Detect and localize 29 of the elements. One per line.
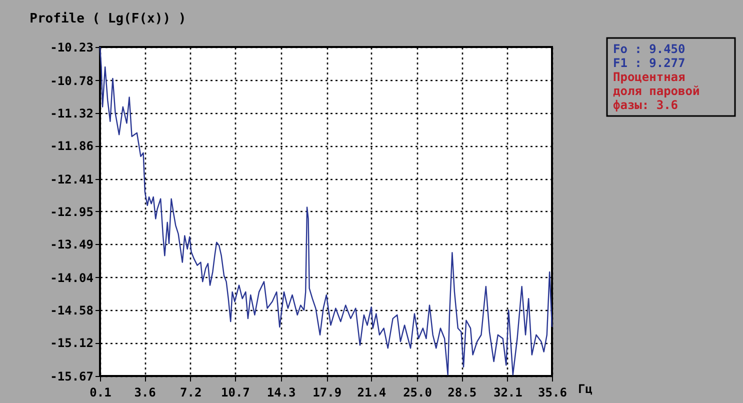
x-tick-label: 28.5 (448, 386, 477, 400)
x-tick-label: 21.4 (357, 386, 386, 400)
x-tick-label: 7.2 (180, 386, 202, 400)
chart-title: Profile ( Lg(F(x)) ) (30, 11, 186, 26)
y-tick-label: -15.12 (50, 336, 94, 350)
y-tick-label: -15.67 (50, 370, 94, 384)
x-tick-label: 0.1 (90, 386, 112, 400)
x-tick-label: 3.6 (134, 386, 156, 400)
text: Fo : 9.450 (613, 42, 686, 56)
text: F1 : 9.277 (613, 56, 686, 70)
text: доля паровой (613, 84, 700, 98)
text: Процентная (613, 70, 686, 84)
y-tick-label: -14.58 (50, 304, 94, 318)
y-tick-label: -14.04 (50, 270, 94, 285)
x-tick-label: 25.0 (403, 386, 432, 400)
y-tick-label: -12.41 (50, 172, 94, 186)
x-tick-label: 10.7 (221, 386, 250, 400)
y-tick-label: -11.32 (50, 106, 94, 120)
x-tick-label: 32.1 (493, 386, 522, 400)
y-tick-label: -10.23 (50, 40, 94, 54)
x-tick-label: 35.6 (538, 386, 567, 400)
text: фазы: 3.6 (613, 98, 678, 112)
x-tick-label: 14.3 (266, 386, 296, 400)
y-tick-label: -12.95 (50, 205, 94, 219)
y-tick-label: -11.86 (50, 139, 94, 154)
x-axis-title: Гц (578, 382, 592, 396)
y-tick-label: -10.78 (50, 74, 94, 88)
x-tick-label: 17.9 (312, 386, 342, 400)
y-tick-label: -13.49 (50, 238, 94, 252)
